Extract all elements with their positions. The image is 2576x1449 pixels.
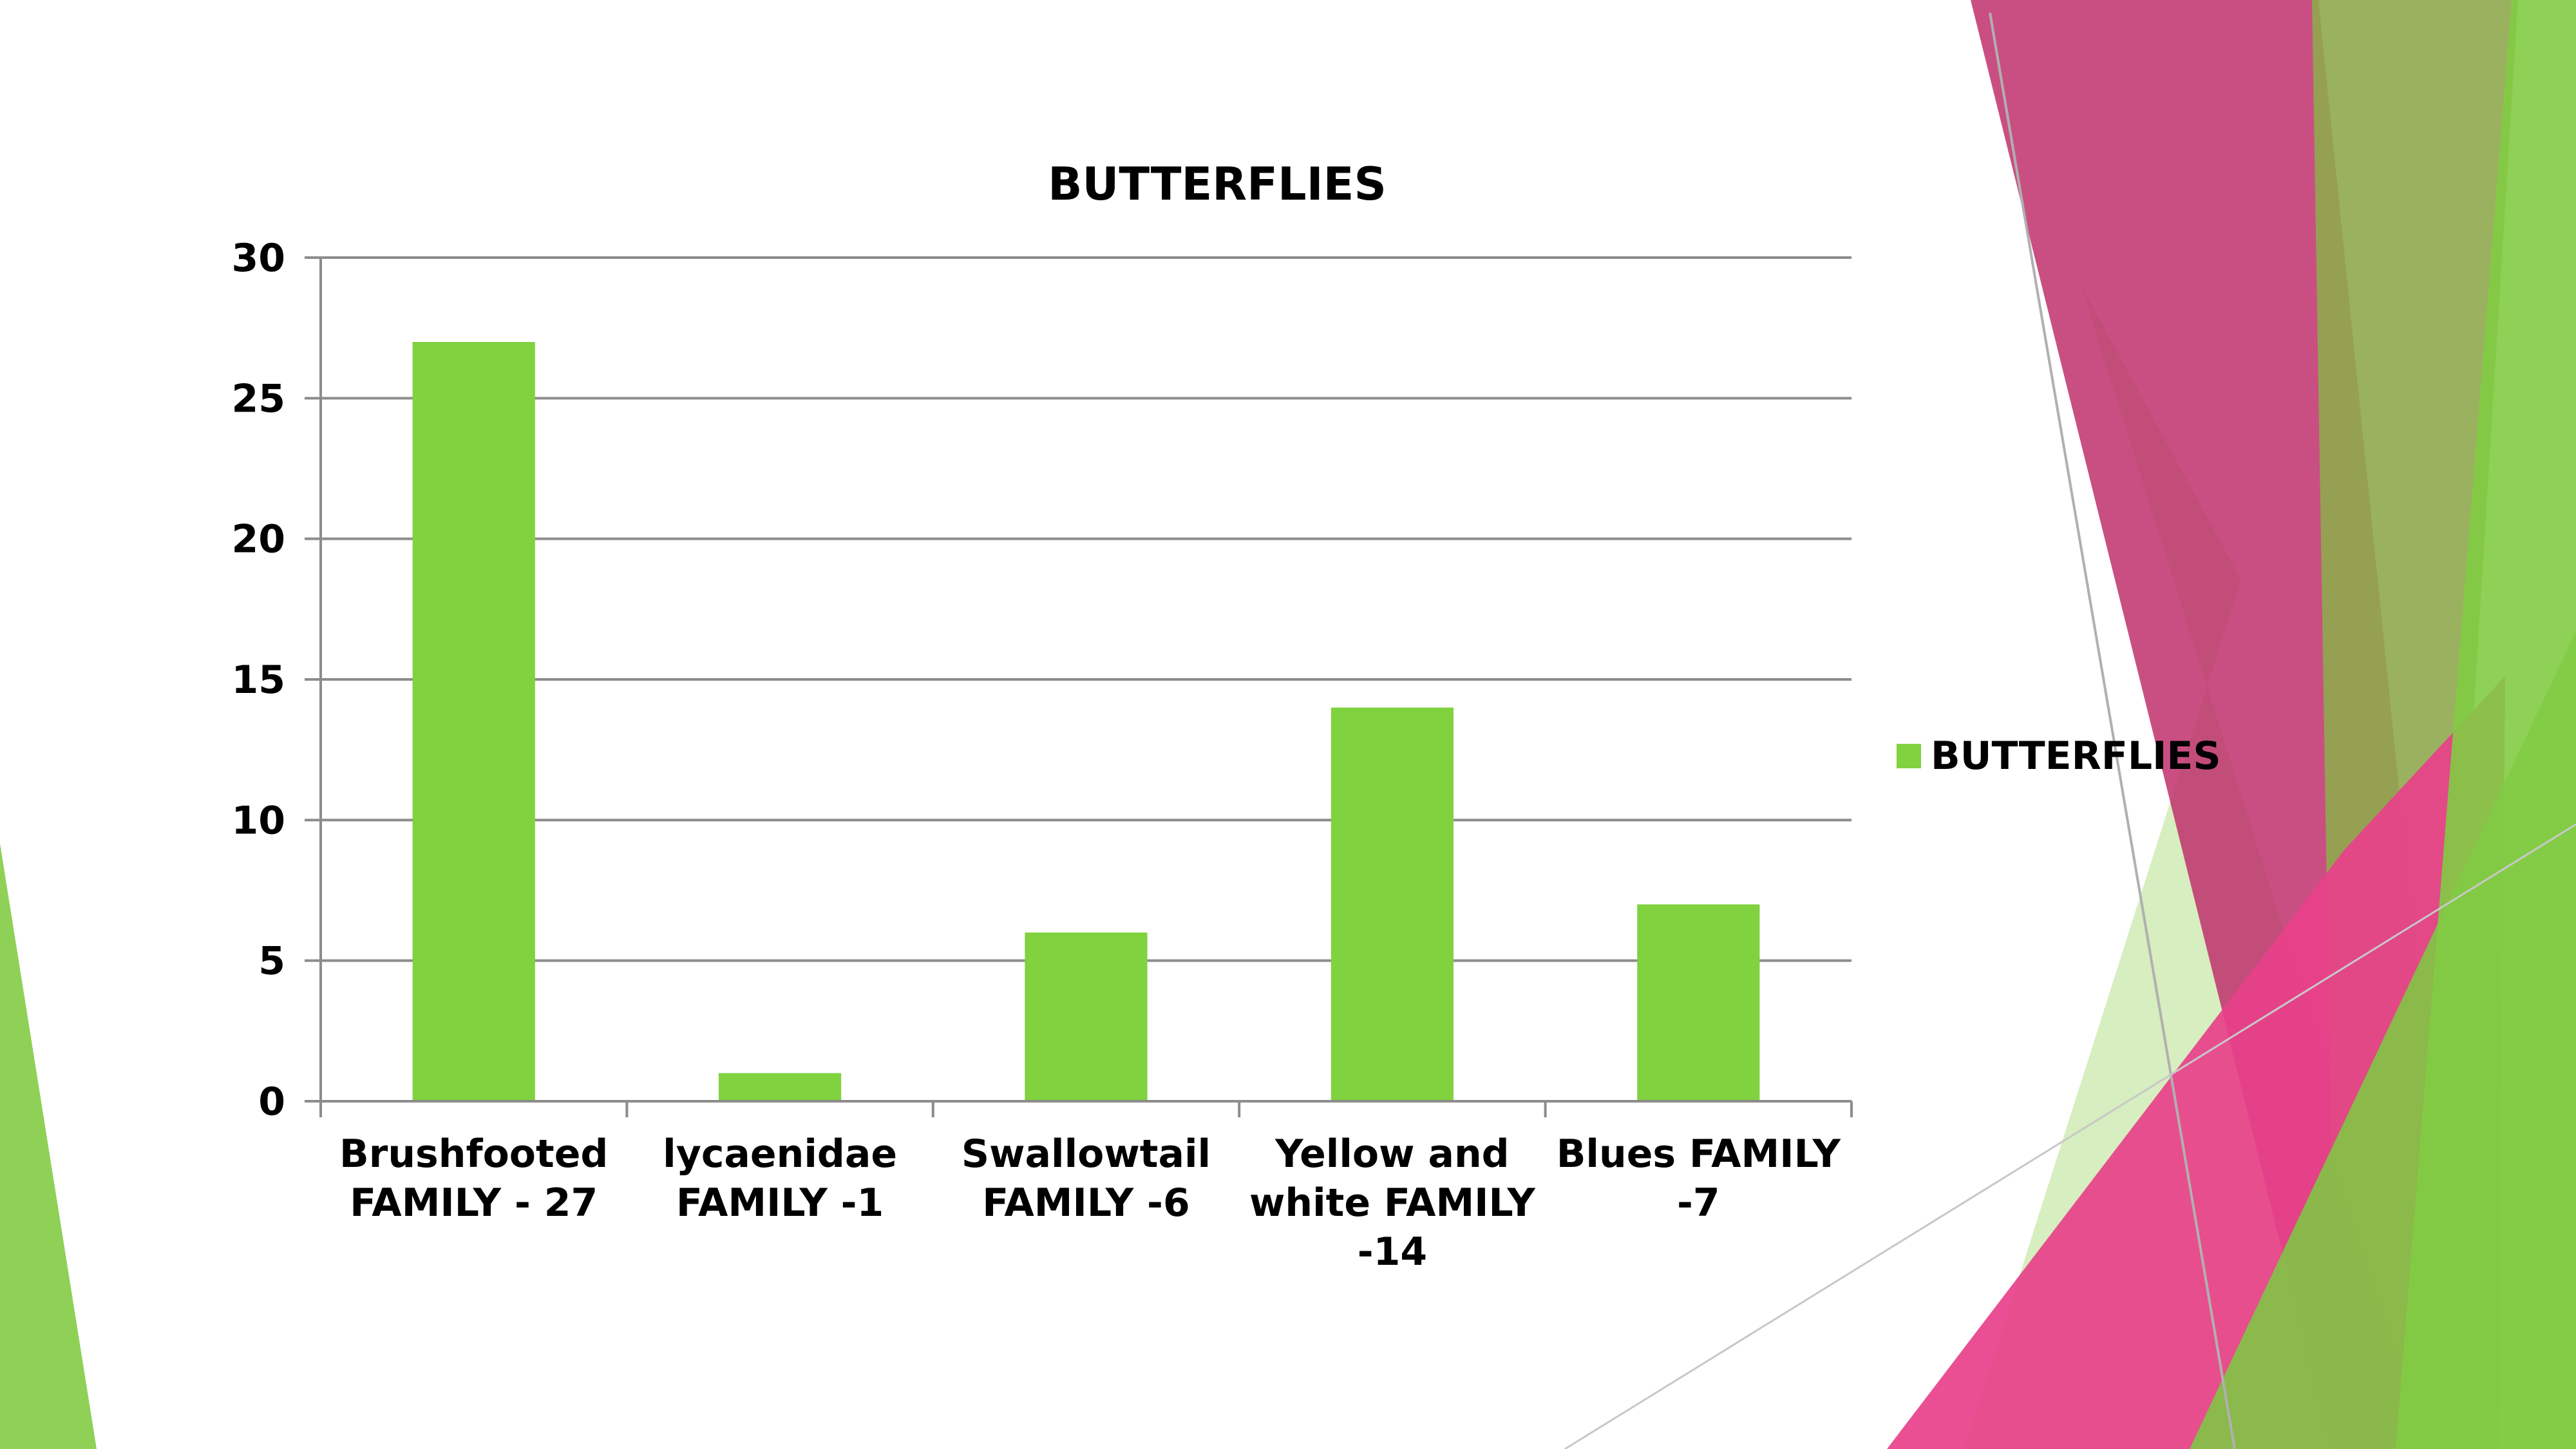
y-tick-label: 20 [232, 517, 286, 562]
legend-label: BUTTERFLIES [1931, 734, 2221, 779]
legend-swatch [1897, 744, 1921, 768]
x-category-label-line: FAMILY - 27 [350, 1180, 598, 1226]
y-axis-ticks: 0 5 10 15 20 25 30 [232, 236, 286, 1124]
y-tick-label: 5 [258, 939, 285, 984]
y-tick-label: 15 [232, 658, 286, 703]
x-category-label: Blues FAMILY -7 [1557, 1132, 1842, 1226]
thin-line-2 [1564, 823, 2576, 1449]
y-tick-label: 0 [258, 1079, 285, 1124]
x-category-label-line: Brushfooted [339, 1132, 608, 1177]
bars [412, 342, 1760, 1101]
left-green-shard [0, 844, 97, 1449]
x-category-label: lycaenidae FAMILY -1 [663, 1132, 897, 1226]
far-right-green-shard [2396, 0, 2576, 1449]
thin-line-1 [1989, 12, 2236, 1449]
x-category-label-line: lycaenidae [663, 1132, 897, 1177]
x-axis [319, 1100, 1853, 1117]
y-tick-label: 25 [232, 376, 286, 421]
chart-title: BUTTERFLIES [1048, 158, 1387, 211]
bar [412, 342, 535, 1101]
y-tick-label: 30 [232, 236, 286, 281]
x-category-label-line: FAMILY -1 [676, 1180, 884, 1226]
x-category-label-line: Blues FAMILY [1557, 1132, 1842, 1177]
x-category-label-line: -7 [1677, 1180, 1720, 1226]
x-category-label-line: FAMILY -6 [982, 1180, 1189, 1226]
x-category-label: Yellow and white FAMILY -14 [1249, 1132, 1536, 1274]
x-category-label: Brushfooted FAMILY - 27 [339, 1132, 608, 1226]
x-category-label: Swallowtail FAMILY -6 [961, 1132, 1211, 1226]
x-category-label-line: Swallowtail [961, 1132, 1211, 1177]
x-category-label-line: Yellow and [1274, 1132, 1509, 1177]
bar [1331, 707, 1454, 1101]
x-category-label-line: white FAMILY [1249, 1180, 1536, 1226]
x-category-label-line: -14 [1358, 1229, 1427, 1274]
bar [1637, 904, 1760, 1101]
bar [719, 1073, 842, 1101]
legend: BUTTERFLIES [1897, 734, 2221, 779]
bar [1025, 933, 1148, 1101]
y-tick-label: 10 [232, 798, 286, 843]
